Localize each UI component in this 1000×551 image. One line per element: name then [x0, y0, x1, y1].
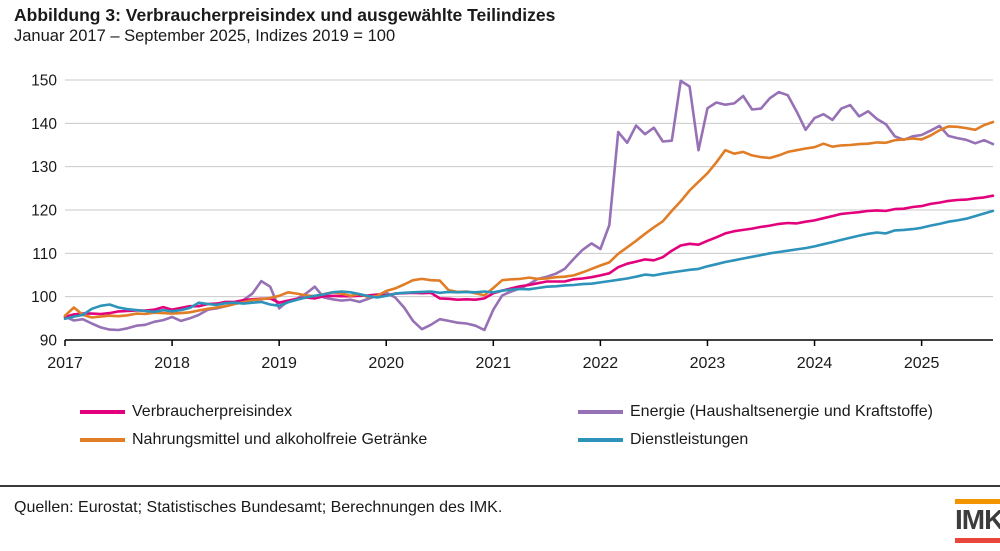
- series-line-verbraucherpreisindex: [63, 194, 995, 319]
- legend-swatch-dienstleistungen: [578, 438, 623, 442]
- legend-label-verbraucherpreisindex: Verbraucherpreisindex: [132, 403, 293, 420]
- legend-swatch-nahrungsmittel: [80, 438, 125, 442]
- y-axis-tick-label: 150: [31, 73, 57, 90]
- legend-label-energie: Energie (Haushaltsenergie und Kraftstoff…: [630, 403, 933, 420]
- x-axis-tick-label: 2022: [583, 355, 619, 372]
- chart-plot: 90 100 110 120 130 140 150 2017 2018 2019 2020 2021…: [31, 73, 995, 372]
- x-axis-tick-label: 2024: [797, 355, 833, 372]
- legend-swatch-energie: [578, 410, 623, 414]
- series-line-nahrungsmittel-und-alkoholfreie-getr-nke: [63, 120, 995, 319]
- footer-divider: [0, 485, 1000, 487]
- source-note: Quellen: Eurostat; Statistisches Bundesa…: [14, 499, 503, 516]
- y-axis-tick-label: 90: [40, 333, 58, 350]
- y-axis-tick-label: 140: [31, 116, 57, 133]
- series-line-energie-haushaltsenergie-und-kraftstoffe: [63, 79, 995, 332]
- y-axis-tick-label: 110: [32, 246, 57, 263]
- x-axis-tick-label: 2019: [261, 355, 297, 372]
- legend-item-nahrungsmittel: Nahrungsmittel und alkoholfreie Getränke: [80, 430, 427, 450]
- legend-item-verbraucherpreisindex: Verbraucherpreisindex: [80, 402, 292, 422]
- y-axis-tick-label: 130: [31, 159, 57, 176]
- imk-logo-text: IMK: [955, 504, 1000, 535]
- y-axis-tick-label: 120: [31, 203, 57, 220]
- chart-title: Abbildung 3: Verbraucherpreisindex und a…: [14, 5, 556, 25]
- x-axis-tick-label: 2025: [904, 355, 940, 372]
- imk-logo-bottom-bar: [955, 538, 1000, 543]
- legend-item-dienstleistungen: Dienstleistungen: [578, 430, 748, 450]
- x-axis-tick-label: 2023: [690, 355, 726, 372]
- legend-label-dienstleistungen: Dienstleistungen: [630, 431, 749, 448]
- y-axis-tick-label: 100: [31, 289, 57, 306]
- legend-label-nahrungsmittel: Nahrungsmittel und alkoholfreie Getränke: [132, 431, 428, 448]
- x-axis-tick-label: 2018: [154, 355, 190, 372]
- chart-subtitle: Januar 2017 – September 2025, Indizes 20…: [14, 27, 396, 45]
- legend-swatch-verbraucherpreisindex: [80, 410, 125, 414]
- imk-logo: IMK: [955, 497, 1000, 547]
- x-axis-tick-label: 2021: [476, 355, 512, 372]
- imk-logo-top-bar: [955, 499, 1000, 504]
- series-line-dienstleistungen: [63, 209, 995, 321]
- x-axis-tick-label: 2017: [47, 355, 83, 372]
- legend-item-energie: Energie (Haushaltsenergie und Kraftstoff…: [578, 402, 933, 422]
- x-axis-tick-label: 2020: [368, 355, 404, 372]
